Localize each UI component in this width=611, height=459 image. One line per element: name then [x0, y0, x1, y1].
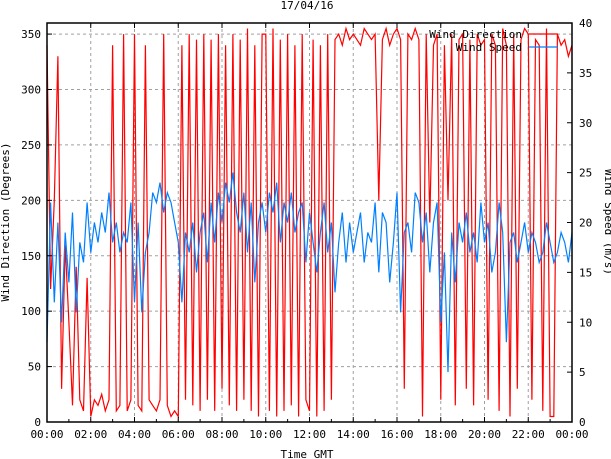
y2-tick-label: 40 [579, 17, 592, 30]
x-tick-label: 06:00 [162, 428, 195, 441]
y2-axis-label: Wind Speed (m/s) [602, 169, 611, 275]
y2-tick-label: 20 [579, 217, 592, 230]
x-tick-label: 22:00 [512, 428, 545, 441]
y-tick-label: 250 [21, 139, 41, 152]
y-tick-label: 150 [21, 250, 41, 263]
x-tick-label: 14:00 [337, 428, 370, 441]
y-tick-label: 300 [21, 84, 41, 97]
y-tick-label: 350 [21, 28, 41, 41]
y-tick-label: 50 [28, 361, 41, 374]
x-tick-label: 10:00 [249, 428, 282, 441]
y2-tick-label: 5 [579, 366, 586, 379]
legend: Wind Direction Wind Speed [429, 28, 558, 54]
legend-label-speed: Wind Speed [456, 41, 522, 54]
x-tick-label: 12:00 [293, 428, 326, 441]
y2-tick-label: 10 [579, 316, 592, 329]
x-tick-label: 20:00 [468, 428, 501, 441]
y-tick-label: 100 [21, 305, 41, 318]
y2-tick-label: 25 [579, 167, 592, 180]
x-axis-label: Time GMT [281, 448, 334, 459]
y2-tick-label: 15 [579, 266, 592, 279]
x-tick-label: 00:00 [555, 428, 588, 441]
y2-tick-label: 0 [579, 416, 586, 429]
y2-tick-label: 35 [579, 67, 592, 80]
y2-tick-label: 30 [579, 117, 592, 130]
y-axis-label: Wind Direction (Degrees) [0, 143, 12, 302]
x-tick-label: 04:00 [118, 428, 151, 441]
series-lines [46, 26, 573, 419]
legend-label-direction: Wind Direction [429, 28, 522, 41]
x-tick-label: 16:00 [380, 428, 413, 441]
series-wind-speed [46, 172, 573, 373]
x-tick-label: 18:00 [424, 428, 457, 441]
series-wind-direction [46, 26, 573, 419]
y-tick-label: 0 [34, 416, 41, 429]
axis-ticks: 00:00 02:00 04:00 06:00 08:00 10:00 12:00 14:00… [21, 17, 592, 441]
y-tick-label: 200 [21, 194, 41, 207]
chart-title: 17/04/16 [281, 0, 334, 12]
x-tick-label: 00:00 [30, 428, 63, 441]
x-tick-label: 02:00 [74, 428, 107, 441]
x-tick-label: 08:00 [205, 428, 238, 441]
